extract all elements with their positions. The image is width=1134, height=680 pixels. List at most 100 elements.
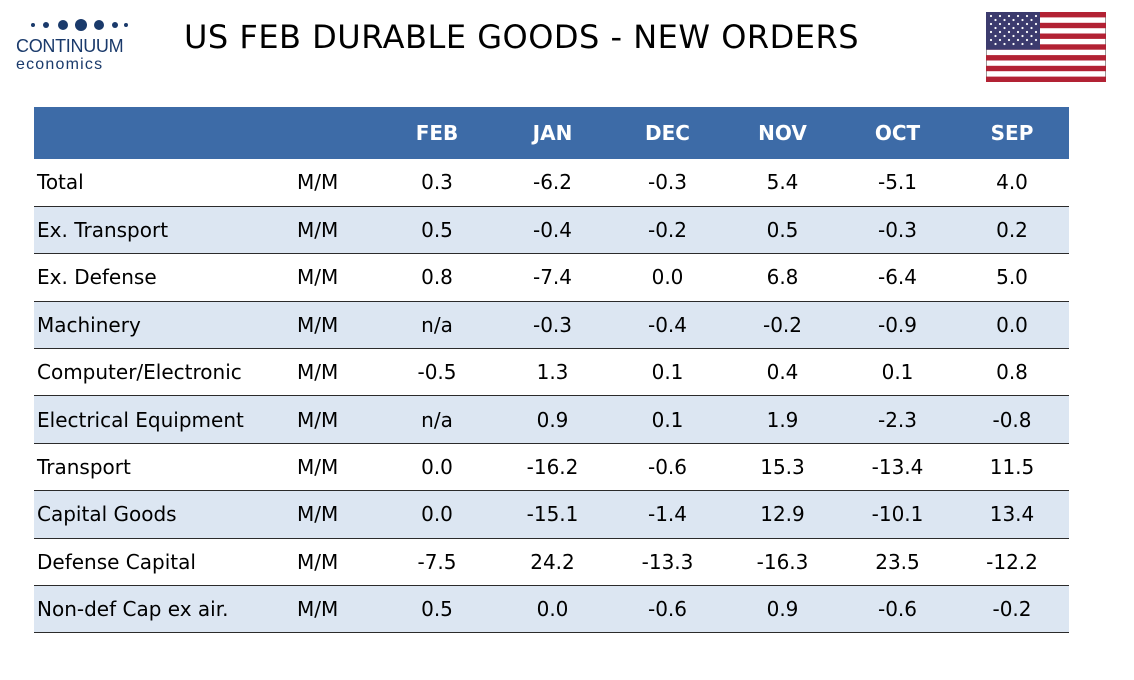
value-cell: 15.3	[760, 455, 805, 480]
row-unit: M/M	[297, 597, 339, 622]
row-unit: M/M	[297, 455, 339, 480]
value-cell: 0.0	[421, 455, 453, 480]
value-cell: -0.2	[992, 597, 1032, 622]
brand-subtitle: economics	[16, 56, 104, 73]
value-cell: -13.4	[871, 455, 924, 480]
value-cell: -0.2	[647, 218, 688, 243]
value-cell: -0.8	[992, 407, 1032, 432]
value-cell: -0.9	[877, 312, 918, 337]
table-row: Total M/M 0.3 -6.2 -0.3 5.4 -5.1 4.0	[34, 159, 1069, 207]
value-cell: -16.2	[526, 455, 579, 480]
row-unit: M/M	[297, 502, 339, 527]
value-cell: -6.4	[877, 265, 918, 290]
value-cell: -0.5	[417, 360, 457, 385]
value-cell: 0.1	[881, 360, 914, 385]
table-row: Ex. Defense M/M 0.8 -7.4 0.0 6.8 -6.4 5.0	[34, 254, 1069, 302]
header-cell-jan: JAN	[532, 121, 573, 145]
value-cell: -0.3	[532, 312, 573, 337]
row-label: Ex. Transport	[37, 218, 169, 243]
value-cell: 0.1	[651, 360, 684, 385]
table-row: Computer/Electronic M/M -0.5 1.3 0.1 0.4 0.1 0.…	[34, 349, 1069, 396]
header-cell-unit	[293, 107, 379, 159]
value-cell: -5.1	[877, 170, 918, 195]
value-cell: -0.6	[647, 455, 688, 480]
value-cell: 5.0	[996, 265, 1028, 290]
row-label: Capital Goods	[37, 502, 177, 527]
value-cell: 13.4	[989, 502, 1035, 527]
row-unit: M/M	[297, 218, 339, 243]
value-cell: 0.8	[421, 265, 453, 290]
table-row: Defense Capital M/M -7.5 24.2 -13.3 -16.3 23.5…	[34, 538, 1069, 586]
row-unit: M/M	[297, 360, 339, 385]
value-cell: 5.4	[766, 170, 799, 195]
durable-goods-table-container: FEB JAN DEC NOV OCT SEP Total M/M 0.3 -6.2 -…	[34, 107, 1069, 633]
value-cell: -0.4	[532, 218, 573, 243]
value-cell: n/a	[421, 312, 453, 337]
logo-dots-icon	[31, 19, 128, 31]
value-cell: 0.0	[536, 597, 569, 622]
value-cell: -1.4	[647, 502, 688, 527]
value-cell: 0.1	[651, 407, 684, 432]
value-cell: 0.5	[766, 218, 799, 243]
value-cell: 0.9	[536, 407, 569, 432]
brand-name: CONTINUUM	[16, 36, 124, 56]
table-row: Non-def Cap ex air. M/M 0.5 0.0 -0.6 0.9 -0.6 -…	[34, 585, 1069, 633]
value-cell: 0.5	[421, 597, 453, 622]
durable-goods-table: FEB JAN DEC NOV OCT SEP Total M/M 0.3 -6.2 -…	[34, 107, 1069, 633]
value-cell: 4.0	[996, 170, 1028, 195]
value-cell: -12.2	[986, 549, 1038, 574]
value-cell: 24.2	[530, 549, 575, 574]
value-cell: 0.8	[996, 360, 1028, 385]
value-cell: -15.1	[526, 502, 579, 527]
value-cell: 11.5	[989, 455, 1035, 480]
value-cell: 0.3	[421, 170, 453, 195]
value-cell: 0.0	[651, 265, 684, 290]
page-title: US FEB DURABLE GOODS - NEW ORDERS	[184, 18, 860, 56]
value-cell: 0.0	[421, 502, 453, 527]
value-cell: -10.1	[871, 502, 924, 527]
value-cell: -7.4	[532, 265, 573, 290]
value-cell: 0.0	[996, 312, 1028, 337]
table-row: Transport M/M 0.0 -16.2 -0.6 15.3 -13.4 11.5	[34, 443, 1069, 491]
header-cell-sep: SEP	[990, 121, 1034, 145]
value-cell: -0.3	[647, 170, 688, 195]
row-unit: M/M	[297, 407, 339, 432]
table-header-row: FEB JAN DEC NOV OCT SEP	[34, 107, 1069, 159]
value-cell: -2.3	[877, 407, 918, 432]
row-unit: M/M	[297, 549, 339, 574]
value-cell: 12.9	[760, 502, 805, 527]
table-row: Capital Goods M/M 0.0 -15.1 -1.4 12.9 -10.1 13.…	[34, 490, 1069, 539]
row-label: Non-def Cap ex air.	[37, 597, 229, 622]
value-cell: 0.2	[996, 218, 1028, 243]
header-cell-feb: FEB	[415, 121, 459, 145]
value-cell: -0.3	[877, 218, 918, 243]
value-cell: -0.2	[762, 312, 803, 337]
value-cell: -16.3	[756, 549, 809, 574]
row-label: Total	[37, 170, 84, 195]
table-row: Machinery M/M n/a -0.3 -0.4 -0.2 -0.9 0.0	[34, 301, 1069, 349]
value-cell: 1.9	[766, 407, 799, 432]
row-unit: M/M	[297, 265, 339, 290]
value-cell: 0.9	[766, 597, 799, 622]
us-flag-icon	[986, 12, 1106, 82]
value-cell: -13.3	[641, 549, 694, 574]
value-cell: 6.8	[766, 265, 799, 290]
row-label: Computer/Electronic	[37, 360, 242, 385]
value-cell: 1.3	[536, 360, 569, 385]
header-cell-dec: DEC	[645, 121, 690, 145]
header-cell-nov: NOV	[758, 121, 807, 145]
row-label: Machinery	[37, 312, 141, 337]
row-label: Electrical Equipment	[37, 407, 244, 432]
header-cell-oct: OCT	[874, 121, 921, 145]
continuum-logo: CONTINUUM economics	[14, 14, 134, 74]
table-row: Electrical Equipment M/M n/a 0.9 0.1 1.9 -2.3 -…	[34, 395, 1069, 444]
table-row: Ex. Transport M/M 0.5 -0.4 -0.2 0.5 -0.3 0.2	[34, 206, 1069, 254]
value-cell: 0.5	[421, 218, 453, 243]
value-cell: 0.4	[766, 360, 799, 385]
value-cell: n/a	[421, 407, 453, 432]
header-cell-label	[34, 107, 293, 159]
value-cell: 23.5	[875, 549, 920, 574]
row-label: Ex. Defense	[37, 265, 157, 290]
value-cell: -6.2	[532, 170, 573, 195]
row-label: Transport	[37, 455, 131, 480]
